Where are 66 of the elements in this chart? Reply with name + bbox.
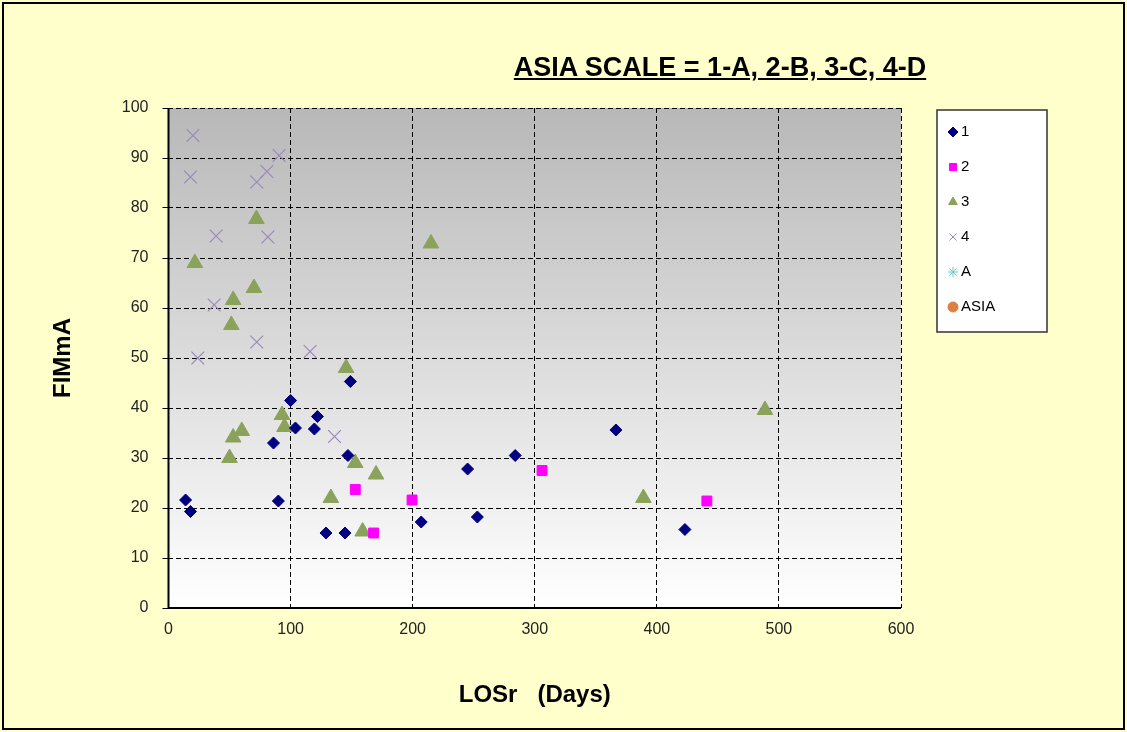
point <box>224 428 242 443</box>
y-tick-label: 90 <box>130 148 149 166</box>
chart-title: ASIA SCALE = 1-A, 2-B, 3-C, 4-D <box>512 52 928 83</box>
point <box>310 410 324 423</box>
x-tick-label: 0 <box>164 620 174 638</box>
point <box>470 510 484 524</box>
point <box>319 526 333 540</box>
x-tick-label: 100 <box>277 620 305 638</box>
point <box>303 344 318 359</box>
y-tick-label: 100 <box>121 98 149 116</box>
point <box>414 515 428 529</box>
point <box>678 523 692 536</box>
point <box>266 436 280 450</box>
y-tick-label: 60 <box>130 298 149 316</box>
point <box>209 229 224 243</box>
point <box>343 375 357 388</box>
x-axis-title: LOSr (Days) <box>458 680 611 708</box>
y-tick-label: 40 <box>130 398 149 416</box>
y-tick-label: 20 <box>130 498 149 516</box>
point <box>207 298 222 312</box>
point <box>259 164 274 179</box>
point <box>341 449 355 462</box>
legend-label: ASIA <box>961 297 996 315</box>
point <box>249 175 264 189</box>
point <box>536 465 548 476</box>
point <box>284 394 298 407</box>
y-tick-label: 80 <box>130 198 149 216</box>
x-tick-label: 300 <box>521 620 549 638</box>
point <box>701 495 713 507</box>
legend-label: 2 <box>961 157 970 175</box>
legend-label: A <box>961 262 972 280</box>
point <box>307 422 321 436</box>
x-tick-label: 200 <box>399 620 427 638</box>
x-tick-label: 400 <box>643 620 671 638</box>
point <box>271 494 285 508</box>
point <box>190 351 205 365</box>
point <box>349 484 361 495</box>
point <box>461 462 475 476</box>
point <box>422 234 440 249</box>
y-axis-title: FIMmA <box>48 318 76 398</box>
y-tick-label: 10 <box>130 548 149 566</box>
point <box>183 505 197 518</box>
point <box>354 522 371 537</box>
point <box>249 335 264 349</box>
point <box>288 421 302 435</box>
point <box>508 449 522 462</box>
legend-label: 1 <box>961 122 970 140</box>
point <box>338 526 352 540</box>
y-tick-label: 0 <box>139 598 149 616</box>
point <box>179 493 193 507</box>
x-tick-label: 600 <box>887 620 915 638</box>
point <box>183 170 198 184</box>
point <box>272 148 287 163</box>
legend-label: 3 <box>961 192 970 210</box>
point <box>368 527 380 539</box>
point <box>367 465 385 480</box>
x-tick-label: 500 <box>765 620 793 638</box>
point <box>185 128 200 143</box>
point <box>406 494 418 506</box>
y-tick-label: 30 <box>130 448 149 466</box>
point <box>260 230 275 244</box>
point <box>609 423 623 437</box>
point <box>327 429 342 444</box>
legend-label: 4 <box>961 227 970 245</box>
y-tick-label: 70 <box>130 248 149 266</box>
y-tick-label: 50 <box>130 348 149 366</box>
